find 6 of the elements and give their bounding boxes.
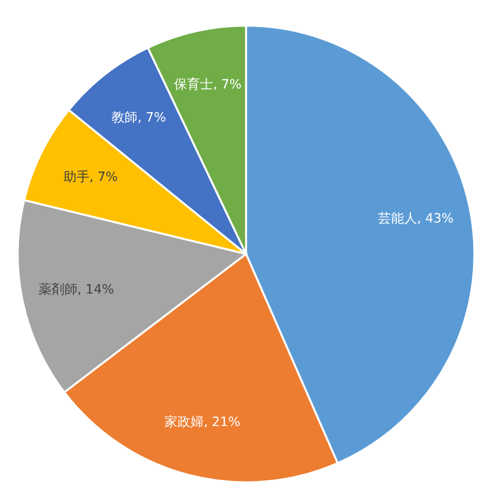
slice-label: 芸能人, 43% <box>378 211 454 226</box>
slice-label: 家政婦, 21% <box>164 414 240 430</box>
slice-label: 助手, 7% <box>63 170 118 185</box>
slice-label: 保育士, 7% <box>174 76 242 93</box>
slice-label: 教師, 7% <box>112 110 166 126</box>
slice-label: 薬剤師, 14% <box>38 282 114 298</box>
